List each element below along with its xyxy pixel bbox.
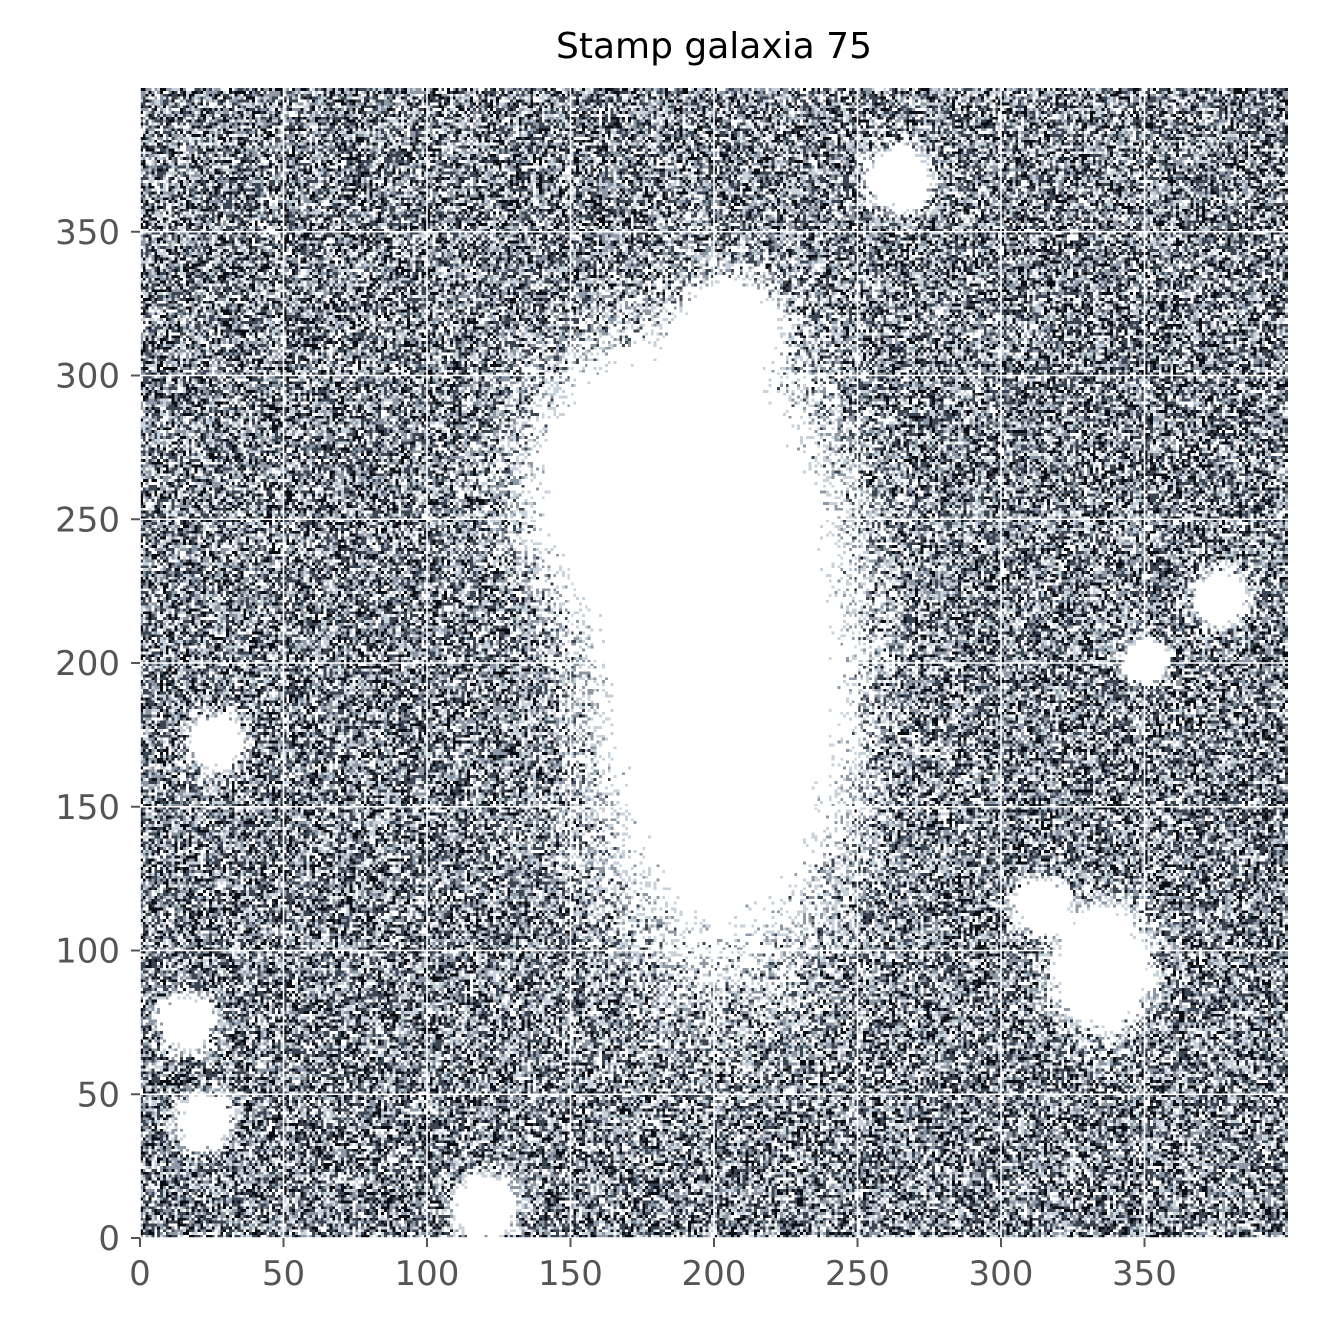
grid-lines: [139, 88, 1288, 1239]
y-tick-label: 50: [77, 1075, 120, 1115]
y-tick-label: 100: [55, 932, 120, 972]
y-tick-label: 0: [98, 1219, 120, 1259]
x-tick-label: 150: [538, 1254, 603, 1294]
y-tick-label: 350: [55, 213, 120, 253]
x-tick-label: 250: [825, 1254, 890, 1294]
x-tick-label: 100: [395, 1254, 460, 1294]
x-tick-label: 200: [682, 1254, 747, 1294]
y-axis: 0 50 100 150 200 250 300 350: [55, 213, 140, 1259]
y-tick-label: 300: [55, 357, 120, 397]
y-tick-label: 250: [55, 500, 120, 540]
chart-title: Stamp galaxia 75: [556, 26, 872, 67]
x-tick-label: 300: [969, 1254, 1034, 1294]
x-tick-label: 0: [129, 1254, 151, 1294]
x-tick-label: 50: [262, 1254, 305, 1294]
x-tick-label: 350: [1112, 1254, 1177, 1294]
y-tick-label: 150: [55, 788, 120, 828]
x-axis: 0 50 100 150 200 250 300 350: [129, 1238, 1177, 1294]
y-tick-label: 200: [55, 644, 120, 684]
